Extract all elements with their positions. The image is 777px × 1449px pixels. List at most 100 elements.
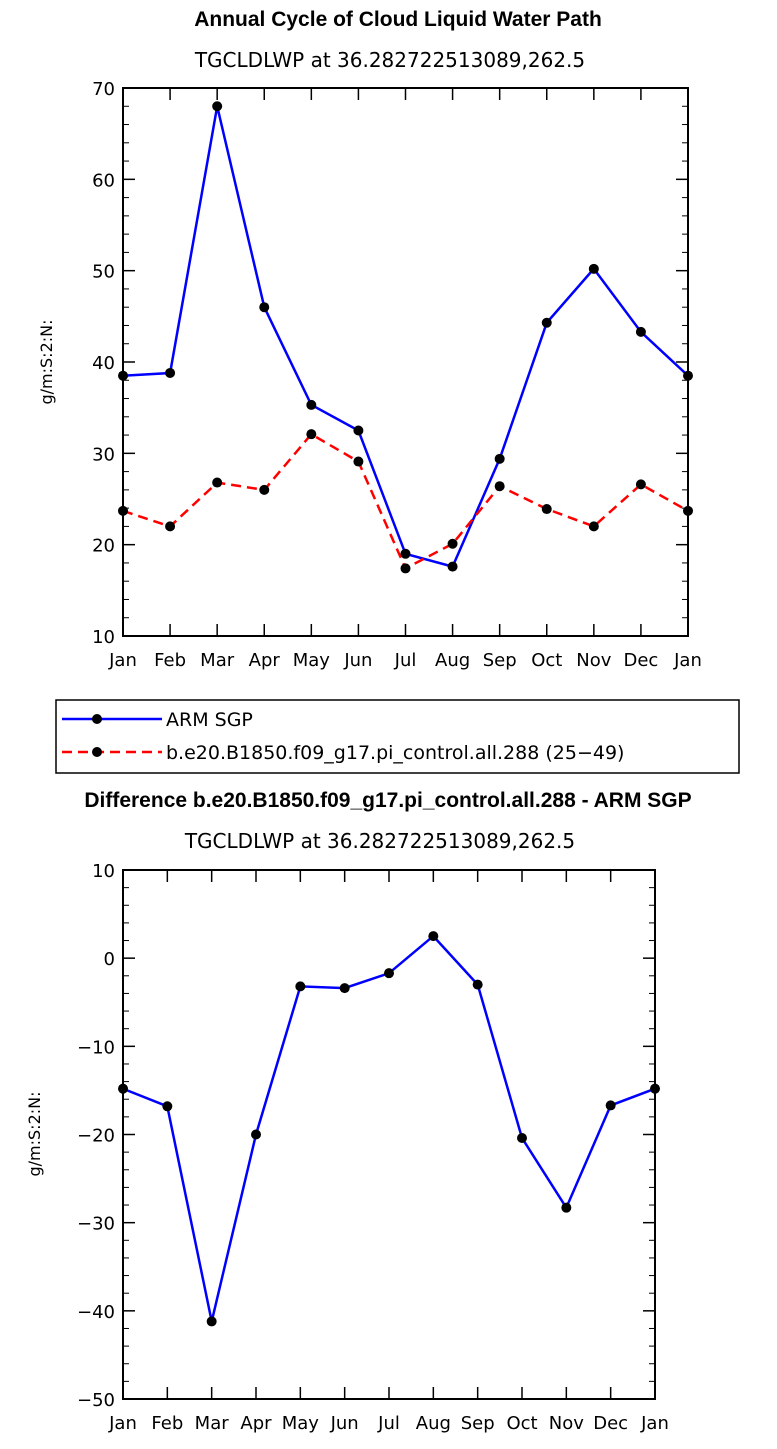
data-point — [165, 521, 176, 532]
chart-subtitle: TGCLDLWP at 36.282722513089,262.5 — [184, 829, 575, 853]
y-tick-label: 10 — [92, 627, 115, 648]
x-tick-label: Jan — [108, 1413, 137, 1434]
y-axis-label: g/m:S:2:N: — [25, 1092, 44, 1177]
plot-frame — [122, 869, 656, 1400]
data-point — [353, 456, 364, 467]
y-tick-label: 70 — [92, 79, 115, 100]
data-point — [400, 548, 411, 559]
series-layer — [118, 101, 693, 574]
data-point — [494, 453, 505, 464]
x-tick-label: Dec — [623, 650, 658, 671]
x-tick-label: Sep — [461, 1413, 495, 1434]
data-point — [494, 481, 505, 492]
y-axis-label: g/m:S:2:N: — [37, 320, 56, 405]
legend-marker-model — [92, 747, 102, 757]
data-point — [605, 1100, 616, 1111]
series-line — [122, 432, 689, 571]
y-tick-label: 40 — [92, 353, 115, 374]
data-point — [447, 538, 458, 549]
data-point — [212, 101, 223, 112]
data-point — [650, 1083, 660, 1094]
y-tick-label: −30 — [77, 1214, 115, 1235]
chart-title: Annual Cycle of Cloud Liquid Water Path — [194, 8, 602, 31]
chart-title: Difference b.e20.B1850.f09_g17.pi_contro… — [84, 789, 691, 812]
legend-label-model: b.e20.B1850.f09_g17.pi_control.all.288 (… — [166, 742, 624, 764]
chart-annual-cycle: Annual Cycle of Cloud Liquid Water Path … — [37, 8, 702, 671]
x-tick-label: Aug — [416, 1413, 451, 1434]
series-line — [122, 934, 656, 1322]
x-tick-label: Mar — [200, 650, 235, 671]
data-point — [206, 1316, 217, 1327]
data-point — [683, 505, 693, 516]
y-tick-label: −50 — [77, 1390, 115, 1411]
data-point — [384, 968, 394, 979]
legend-box — [55, 699, 740, 774]
data-point — [259, 484, 270, 495]
x-tick-label: Jan — [108, 650, 137, 671]
data-point — [162, 1101, 173, 1112]
y-tick-label: −10 — [77, 1037, 115, 1058]
x-tick-label: Nov — [576, 650, 611, 671]
axis-ticks: −50 −40 −30 −20 −10 0 10 Jan Feb Mar Apr May Jun Jul A… — [77, 861, 669, 1434]
x-tick-label: Sep — [483, 650, 517, 671]
x-tick-label: May — [293, 650, 331, 671]
data-point — [517, 1133, 527, 1144]
legend-label-arm: ARM SGP — [166, 709, 253, 731]
x-tick-label: Jul — [394, 650, 417, 671]
data-point — [353, 425, 364, 436]
chart-subtitle: TGCLDLWP at 36.282722513089,262.5 — [194, 48, 585, 72]
data-point — [118, 370, 128, 381]
x-tick-label: Jan — [640, 1413, 669, 1434]
chart-difference: Difference b.e20.B1850.f09_g17.pi_contro… — [25, 789, 692, 1434]
data-point — [400, 563, 411, 574]
data-point — [306, 429, 317, 440]
data-point — [339, 983, 350, 994]
data-point — [295, 981, 306, 992]
data-point — [259, 302, 270, 313]
y-tick-label: 30 — [92, 444, 115, 465]
data-point — [447, 561, 458, 572]
data-point — [251, 1129, 261, 1140]
x-tick-label: Nov — [549, 1413, 584, 1434]
data-point — [683, 370, 693, 381]
series-layer — [118, 931, 660, 1327]
x-tick-label: Mar — [195, 1413, 230, 1434]
x-tick-label: Aug — [435, 650, 470, 671]
data-point — [541, 317, 552, 328]
x-tick-label: Jan — [673, 650, 702, 671]
data-point — [118, 505, 128, 516]
data-point — [635, 326, 646, 337]
x-tick-label: Apr — [249, 650, 281, 671]
series-line — [122, 106, 689, 569]
data-point — [306, 399, 317, 410]
y-tick-label: −20 — [77, 1126, 115, 1147]
legend-marker-arm — [92, 714, 102, 724]
x-tick-label: Feb — [151, 1413, 183, 1434]
y-tick-label: 20 — [92, 536, 115, 557]
data-point — [212, 477, 223, 488]
x-tick-label: Dec — [593, 1413, 628, 1434]
data-point — [588, 521, 599, 532]
x-tick-label: Feb — [154, 650, 186, 671]
data-point — [588, 263, 599, 274]
legend: ARM SGP b.e20.B1850.f09_g17.pi_control.a… — [55, 699, 740, 774]
x-tick-label: Jul — [377, 1413, 400, 1434]
y-tick-label: 50 — [92, 262, 115, 283]
x-tick-label: Jun — [343, 650, 372, 671]
x-tick-label: May — [282, 1413, 320, 1434]
data-point — [165, 367, 176, 378]
data-point — [635, 479, 646, 490]
data-point — [561, 1202, 572, 1213]
y-tick-label: −40 — [77, 1302, 115, 1323]
data-point — [472, 979, 483, 990]
x-tick-label: Apr — [240, 1413, 272, 1434]
y-tick-label: 60 — [92, 170, 115, 191]
x-tick-label: Oct — [531, 650, 562, 671]
data-point — [428, 931, 439, 942]
data-point — [118, 1083, 128, 1094]
axis-ticks: 10 20 30 40 50 60 70 Jan Feb Mar Apr May Jun Jul Aug Se… — [92, 79, 702, 671]
x-tick-label: Oct — [506, 1413, 537, 1434]
y-tick-label: 0 — [104, 949, 115, 970]
y-tick-label: 10 — [92, 861, 115, 882]
